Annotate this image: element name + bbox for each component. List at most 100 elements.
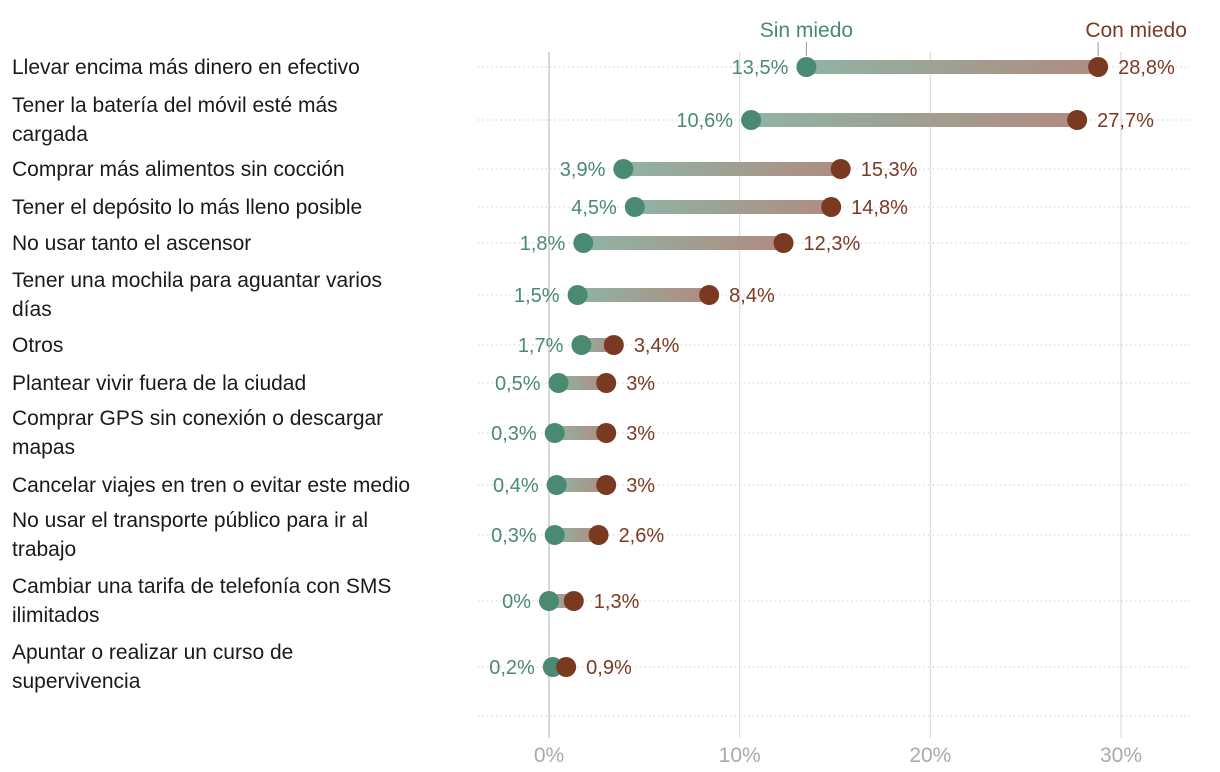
value-label-sin-miedo: 0,3% [491,525,537,547]
row: Apuntar o realizar un curso de superviven… [12,641,632,693]
value-label-sin-miedo: 1,7% [518,335,564,357]
row: No usar tanto el ascensor 1,8% 12,3% [12,232,860,255]
value-label-con-miedo: 14,8% [851,197,908,219]
legend: Sin miedo Con miedo [760,19,1187,56]
x-tick-label: 30% [1100,744,1142,767]
dot-sin-miedo [539,591,559,611]
category-label: No usar el transporte público para ir al [12,509,368,532]
x-axis-ticks: 0% 10% 20% 30% [534,744,1142,767]
value-label-con-miedo: 28,8% [1118,57,1175,79]
connector-bar [634,200,832,214]
category-label: No usar tanto el ascensor [12,232,251,255]
dot-sin-miedo [544,423,565,443]
connector-bar [623,162,841,176]
dot-con-miedo [821,197,842,217]
row: Tener la batería del móvil esté más carga… [12,94,1154,146]
category-label: cargada [12,123,88,146]
value-label-sin-miedo: 13,5% [732,57,789,79]
dot-con-miedo [596,475,617,495]
connector-bar [577,288,710,302]
dot-con-miedo [773,233,794,253]
row: Cancelar viajes en tren o evitar este me… [12,474,655,497]
dot-con-miedo [699,285,720,305]
dot-sin-miedo [613,159,634,179]
row: Plantear vivir fuera de la ciudad 0,5% 3% [12,372,655,395]
legend-con-miedo: Con miedo [1085,19,1187,42]
value-label-sin-miedo: 0% [502,591,531,613]
connector-bar [554,528,599,542]
dot-con-miedo [596,423,617,443]
category-label: Otros [12,334,63,357]
value-label-con-miedo: 8,4% [729,285,775,307]
connector-bar [554,426,607,440]
value-label-sin-miedo: 0,3% [491,423,537,445]
dot-con-miedo [556,657,577,677]
x-tick-label: 10% [719,744,761,767]
category-label: Plantear vivir fuera de la ciudad [12,372,306,395]
dot-sin-miedo [548,373,569,393]
row: Comprar GPS sin conexión o descargar mapa… [12,407,655,459]
legend-sin-miedo: Sin miedo [760,19,853,42]
dot-sin-miedo [796,57,817,77]
dot-sin-miedo [544,525,565,545]
row: Cambiar una tarifa de telefonía con SMS i… [12,575,640,627]
x-tick-label: 20% [909,744,951,767]
value-label-sin-miedo: 1,8% [520,233,566,255]
value-label-sin-miedo: 1,5% [514,285,560,307]
value-label-con-miedo: 1,3% [594,591,640,613]
value-label-sin-miedo: 0,2% [489,657,535,679]
dot-sin-miedo [624,197,645,217]
category-label: Apuntar o realizar un curso de [12,641,293,664]
category-label: Cancelar viajes en tren o evitar este me… [12,474,410,497]
gridlines [548,52,1122,738]
row: Llevar encima más dinero en efectivo 13,5… [12,56,1175,79]
dot-con-miedo [596,373,617,393]
dot-sin-miedo [567,285,588,305]
row: Tener el depósito lo más lleno posible 4,… [12,196,908,219]
category-label: supervivencia [12,670,141,693]
dot-sin-miedo [546,475,567,495]
value-label-sin-miedo: 10,6% [676,110,733,132]
value-label-sin-miedo: 3,9% [560,159,606,181]
dot-con-miedo [603,335,624,355]
value-label-con-miedo: 3% [626,373,655,395]
category-label: Llevar encima más dinero en efectivo [12,56,360,79]
category-label: Comprar más alimentos sin cocción [12,158,345,181]
connector-bar [583,236,784,250]
chart-rows: Llevar encima más dinero en efectivo 13,5… [12,56,1175,693]
connector-bar [806,60,1099,74]
dot-con-miedo [588,525,609,545]
dot-sin-miedo [741,110,762,130]
dot-con-miedo [1067,110,1088,130]
category-label: Tener una mochila para aguantar varios [12,269,382,292]
row: No usar el transporte público para ir al… [12,509,664,561]
dot-con-miedo [830,159,851,179]
value-label-sin-miedo: 0,5% [495,373,541,395]
value-label-con-miedo: 3% [626,475,655,497]
value-label-con-miedo: 2,6% [619,525,665,547]
dot-sin-miedo [571,335,592,355]
category-label: mapas [12,436,75,459]
value-label-sin-miedo: 4,5% [571,197,617,219]
row: Tener una mochila para aguantar varios dí… [12,269,775,321]
category-label: Comprar GPS sin conexión o descargar [12,407,383,430]
dot-sin-miedo [573,233,594,253]
connector-bar [751,113,1078,127]
connector-bar [558,376,607,390]
category-label: Tener el depósito lo más lleno posible [12,196,362,219]
category-label: días [12,298,52,321]
value-label-con-miedo: 12,3% [804,233,861,255]
row: Comprar más alimentos sin cocción 3,9% 15,… [12,158,918,181]
category-label: ilimitados [12,604,100,627]
value-label-con-miedo: 3,4% [634,335,680,357]
value-label-con-miedo: 27,7% [1097,110,1154,132]
value-label-con-miedo: 0,9% [586,657,632,679]
connector-bar [556,478,607,492]
category-label: trabajo [12,538,76,561]
category-label: Cambiar una tarifa de telefonía con SMS [12,575,391,598]
dot-con-miedo [1088,57,1109,77]
value-label-con-miedo: 15,3% [861,159,918,181]
x-tick-label: 0% [534,744,564,767]
value-label-sin-miedo: 0,4% [493,475,539,497]
